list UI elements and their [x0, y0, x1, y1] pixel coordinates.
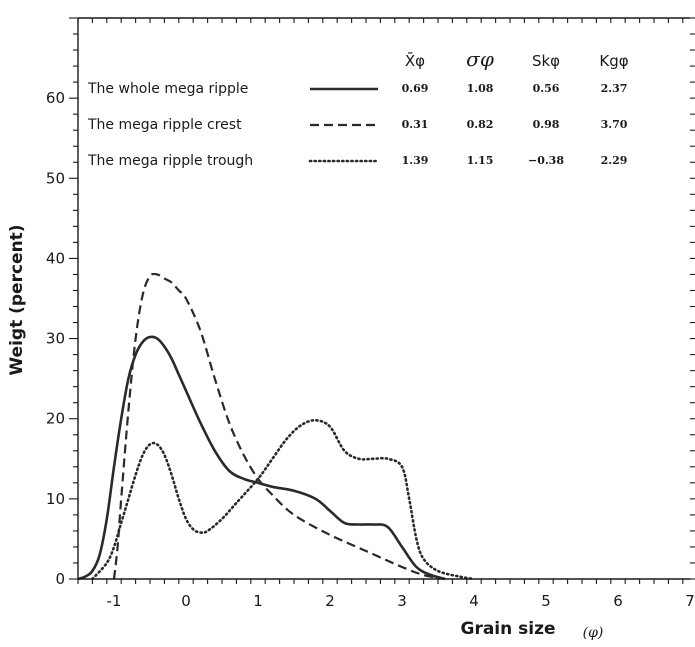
stat-header: Skφ [532, 52, 560, 70]
axis-ticks: 0 10 20 30 40 50 60 -1 0 1 2 3 4 5 6 7 [46, 17, 695, 610]
stat-cell: 0.31 [402, 118, 429, 131]
x-tick-label: 2 [325, 592, 335, 610]
y-tick-label: 0 [55, 570, 65, 588]
y-tick-label: 50 [46, 169, 65, 187]
legend-label: The whole mega ripple [87, 81, 248, 97]
stat-header: Kgφ [599, 52, 628, 70]
stats-table: X̄φ σφ Skφ Kgφ 0.69 1.08 0.56 2.37 0.31 0.82 0.98 3… [402, 47, 629, 167]
stat-cell: 0.56 [533, 82, 560, 95]
x-axis-unit: (φ) [583, 625, 604, 641]
series-line-dotted [91, 418, 476, 581]
stat-header: σφ [466, 47, 494, 71]
stat-cell: 3.70 [601, 118, 628, 131]
y-tick-label: 30 [46, 330, 65, 348]
x-tick-label: 0 [181, 592, 191, 610]
x-tick-label: 7 [685, 592, 695, 610]
y-tick-label: 10 [46, 490, 65, 508]
stat-cell: 1.08 [467, 82, 494, 95]
series-layer [77, 272, 476, 581]
stat-cell: 0.98 [533, 118, 560, 131]
stat-cell: −0.38 [528, 154, 564, 167]
stat-cell: 1.39 [402, 154, 429, 167]
series-line-solid [77, 335, 446, 581]
legend: The whole mega ripple The mega ripple cre… [87, 81, 380, 169]
stat-cell: 0.82 [467, 118, 494, 131]
legend-label: The mega ripple trough [87, 153, 253, 169]
x-tick-label: 3 [397, 592, 407, 610]
x-axis-title: Grain size [460, 619, 555, 639]
y-tick-label: 60 [46, 89, 65, 107]
stat-cell: 0.69 [402, 82, 429, 95]
x-tick-label: 5 [541, 592, 551, 610]
stat-cell: 2.29 [601, 154, 628, 167]
x-tick-label: 4 [469, 592, 479, 610]
stat-header: X̄φ [405, 51, 425, 70]
x-tick-label: 1 [253, 592, 263, 610]
y-axis-title: Weigt (percent) [7, 224, 27, 375]
legend-label: The mega ripple crest [87, 117, 242, 133]
series-line-dashed [112, 272, 446, 581]
stat-cell: 1.15 [467, 154, 494, 167]
stat-cell: 2.37 [601, 82, 628, 95]
x-tick-label: 6 [613, 592, 623, 610]
y-tick-label: 20 [46, 410, 65, 428]
x-tick-label: -1 [107, 592, 122, 610]
y-tick-label: 40 [46, 249, 65, 267]
